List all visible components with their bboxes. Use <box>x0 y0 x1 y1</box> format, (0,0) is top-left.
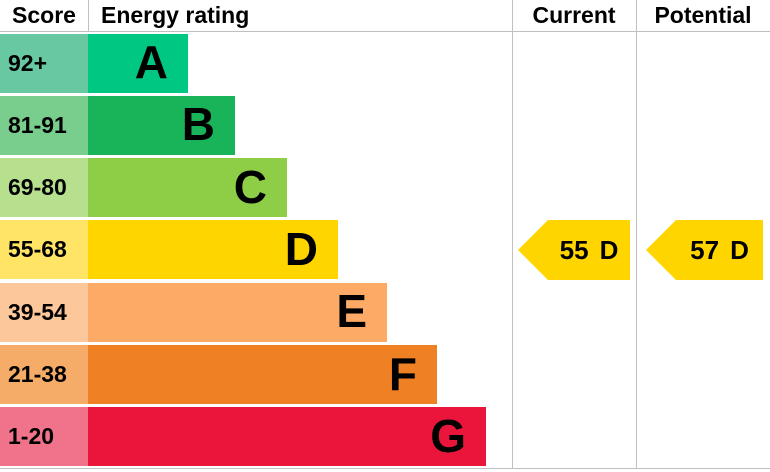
potential-column-divider-line <box>636 0 637 469</box>
band-letter-d: D <box>284 222 318 275</box>
band-bar-e: E <box>88 282 387 342</box>
band-letter-g: G <box>430 409 466 462</box>
band-bar-a: A <box>88 33 188 93</box>
band-bar-f: F <box>88 345 437 405</box>
score-range-b: 81-91 <box>0 95 88 155</box>
current-column-divider-line <box>512 0 513 469</box>
current-rating-band: D <box>599 234 619 265</box>
band-letter-e: E <box>336 285 367 338</box>
score-range-a: 92+ <box>0 33 88 93</box>
band-row-a: 92+ A <box>0 32 512 94</box>
band-row-c: 69-80 C <box>0 157 512 219</box>
band-letter-f: F <box>388 347 417 400</box>
score-range-c: 69-80 <box>0 158 88 218</box>
current-rating-arrow: 55 D <box>518 220 630 280</box>
band-letter-c: C <box>233 160 267 213</box>
band-row-f: 21-38 F <box>0 343 512 405</box>
score-range-d: 55-68 <box>0 220 88 280</box>
band-bar-b: B <box>88 95 235 155</box>
band-row-e: 39-54 E <box>0 281 512 343</box>
score-column-header: Score <box>12 2 76 28</box>
band-row-b: 81-91 B <box>0 94 512 156</box>
band-letter-a: A <box>134 36 168 89</box>
band-row-g: 1-20 G <box>0 406 512 468</box>
energy-rating-column-header: Energy rating <box>101 2 250 28</box>
score-range-g: 1-20 <box>0 407 88 467</box>
chart-bottom-border-line <box>0 468 770 469</box>
potential-column-header: Potential <box>654 2 752 28</box>
band-bar-d: D <box>88 220 338 280</box>
header-divider-line <box>0 31 770 32</box>
score-range-e: 39-54 <box>0 282 88 342</box>
band-row-d: 55-68 D <box>0 219 512 281</box>
band-bar-g: G <box>88 407 486 467</box>
score-column-divider-line <box>88 0 89 31</box>
current-column-header: Current <box>532 2 616 28</box>
potential-rating-band: D <box>730 234 749 265</box>
potential-rating-score: 57 <box>690 234 720 265</box>
chart-header-row: Score Energy rating Current Potential <box>0 0 770 31</box>
score-range-f: 21-38 <box>0 345 88 405</box>
band-letter-b: B <box>181 98 215 151</box>
energy-band-rows: 92+ A 81-91 B 69-80 C 55-68 D 39-54 E 21-38 F 1-20 G <box>0 32 512 468</box>
potential-rating-arrow: 57 D <box>646 220 763 280</box>
current-rating-score: 55 <box>559 234 589 265</box>
band-bar-c: C <box>88 158 287 218</box>
